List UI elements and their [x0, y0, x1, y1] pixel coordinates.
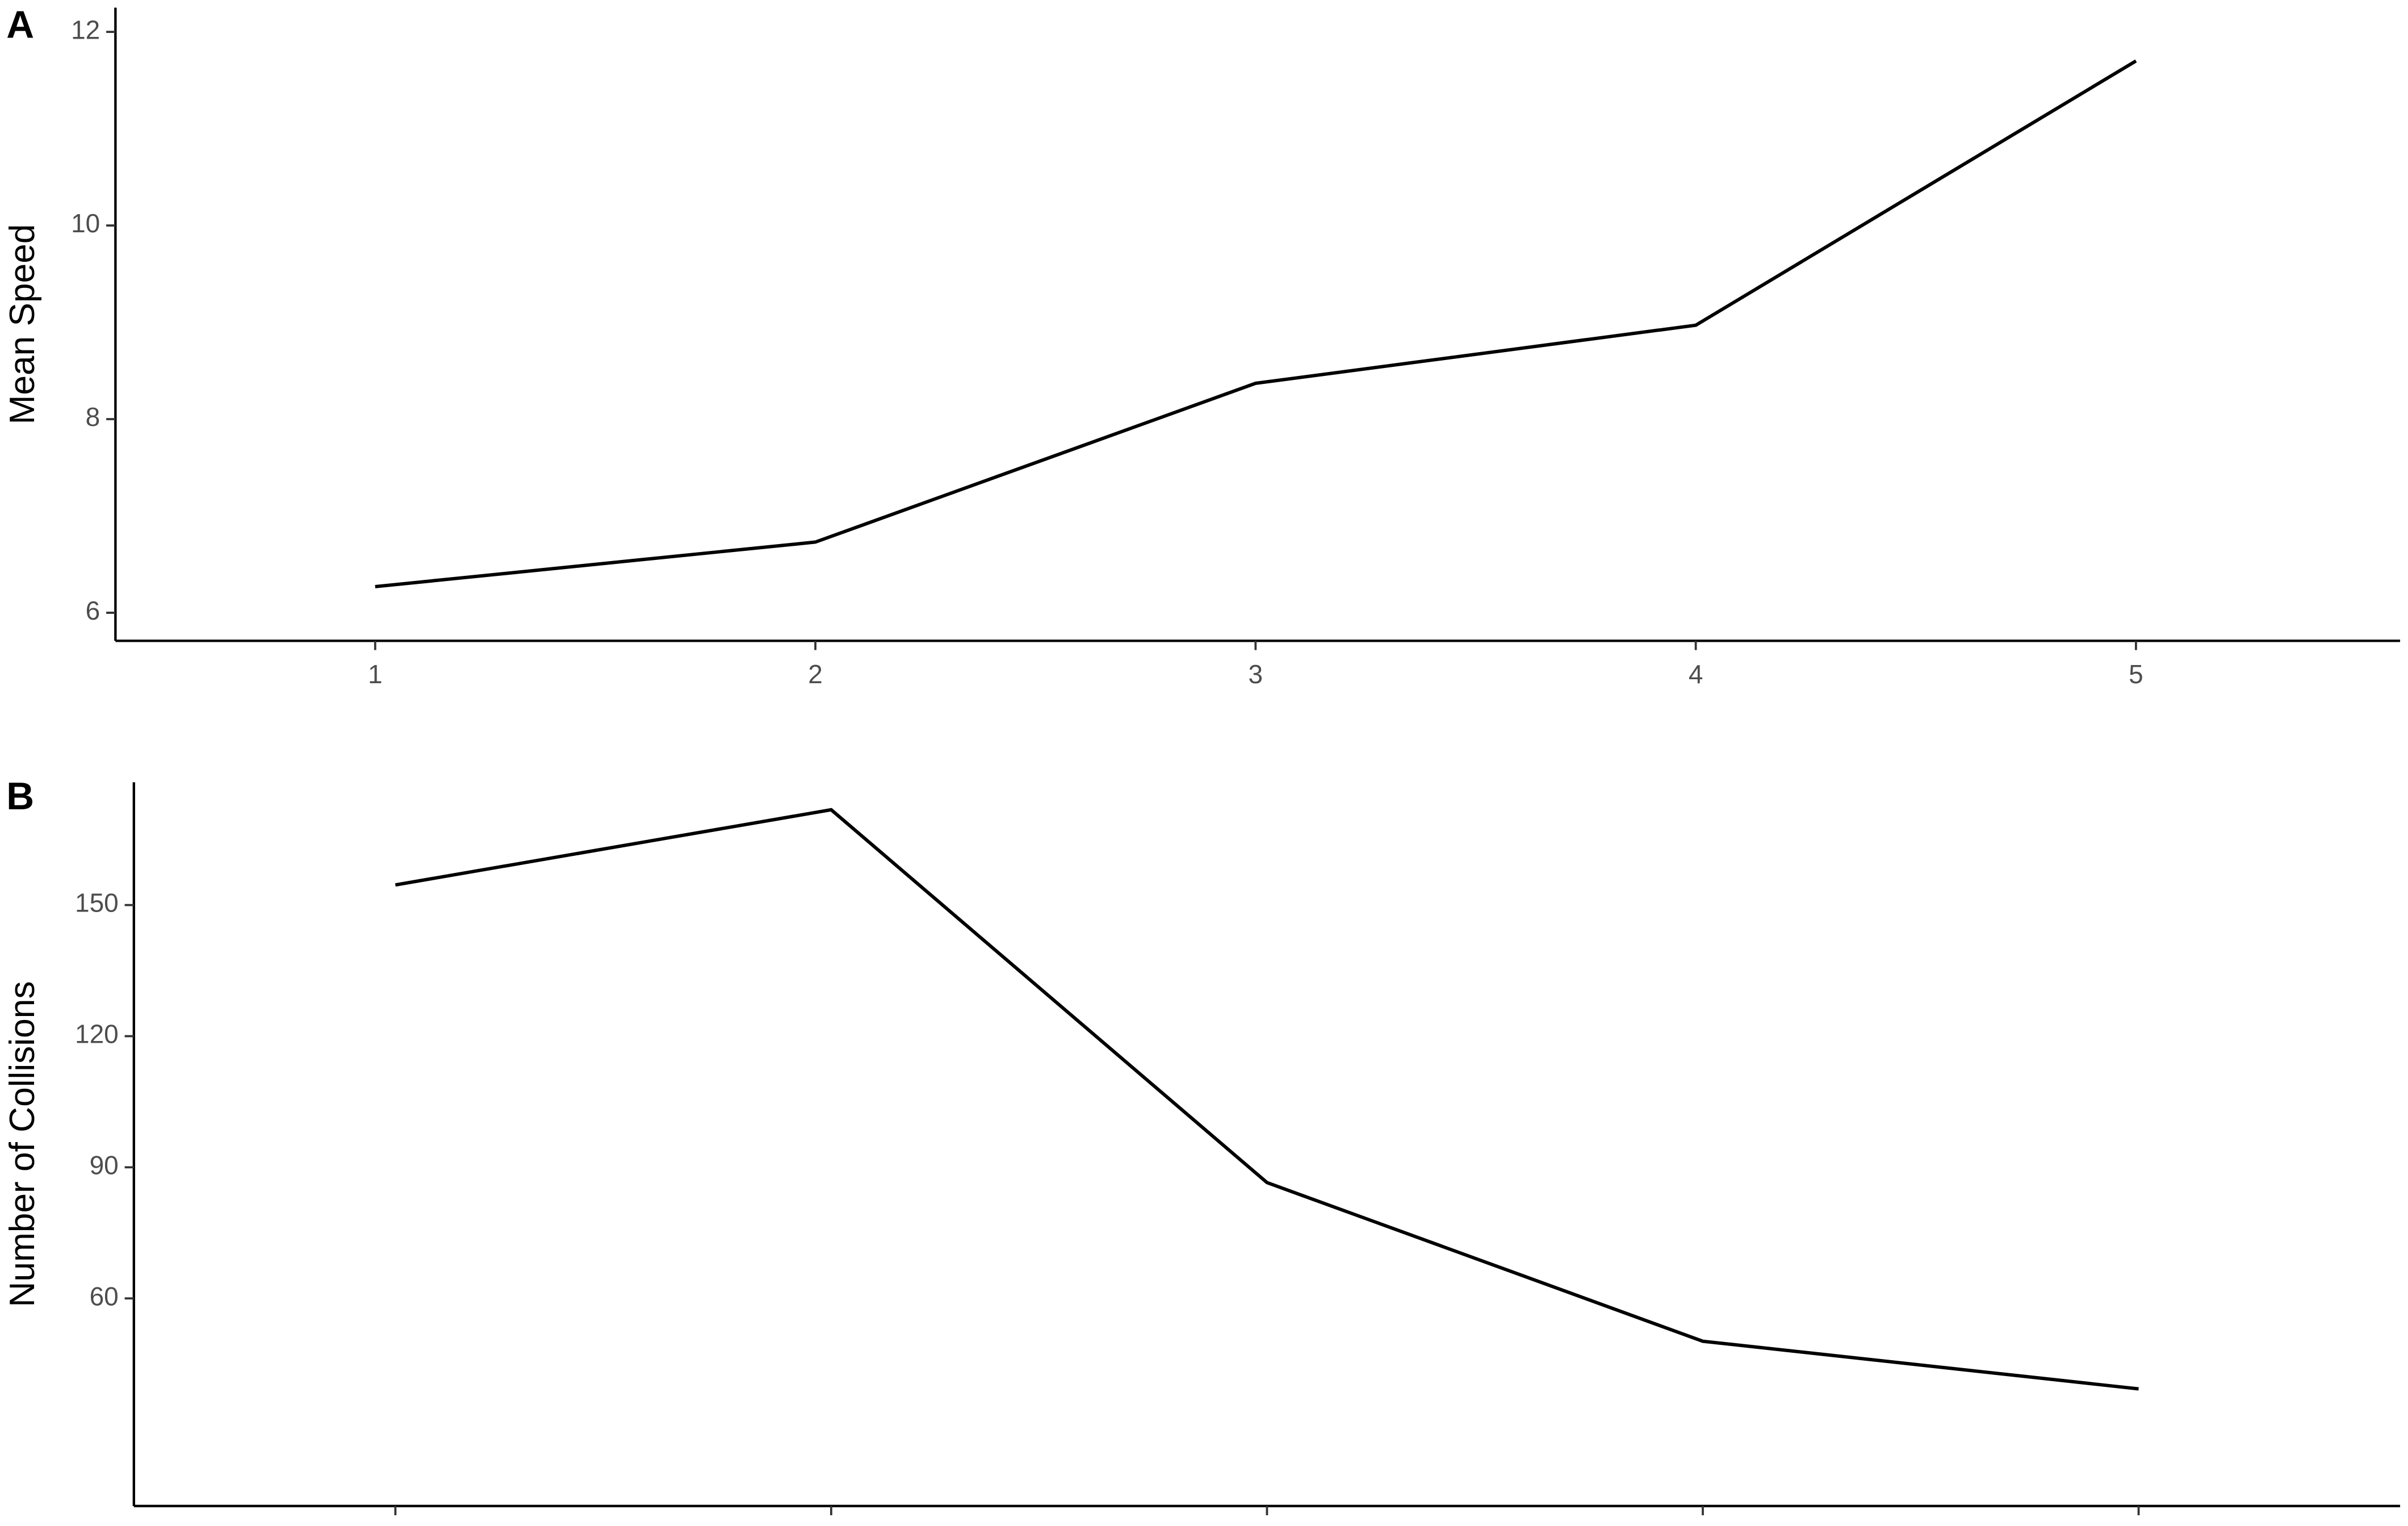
x-tick-label: 5	[2129, 659, 2143, 689]
y-tick-label: 6	[86, 596, 100, 625]
line	[375, 59, 2137, 588]
y-tick-label: 90	[90, 1151, 119, 1180]
x-tick-label: 2	[808, 659, 823, 689]
y-tick-label: 8	[86, 402, 100, 432]
panel-label: B	[6, 775, 34, 818]
x-tick-label: 4	[1695, 1524, 1710, 1526]
x-tick-label: 3	[1260, 1524, 1275, 1526]
x-tick-label: 2	[824, 1524, 839, 1526]
panel-label: A	[6, 4, 34, 47]
x-tick-label: 5	[2131, 1524, 2146, 1526]
y-axis-title: Mean Speed	[3, 224, 42, 425]
x-tick-label: 3	[1249, 659, 1263, 689]
y-tick-label: 60	[90, 1281, 119, 1311]
y-tick-label: 10	[71, 208, 100, 238]
y-tick-label: 12	[71, 15, 100, 44]
y-tick-label: 120	[75, 1019, 119, 1049]
x-tick-label: 1	[388, 1524, 403, 1526]
y-tick-label: 150	[75, 888, 119, 918]
x-tick-label: 1	[368, 659, 383, 689]
line	[395, 808, 2139, 1391]
y-axis-title: Number of Collisions	[3, 981, 42, 1307]
x-tick-label: 4	[1689, 659, 1703, 689]
